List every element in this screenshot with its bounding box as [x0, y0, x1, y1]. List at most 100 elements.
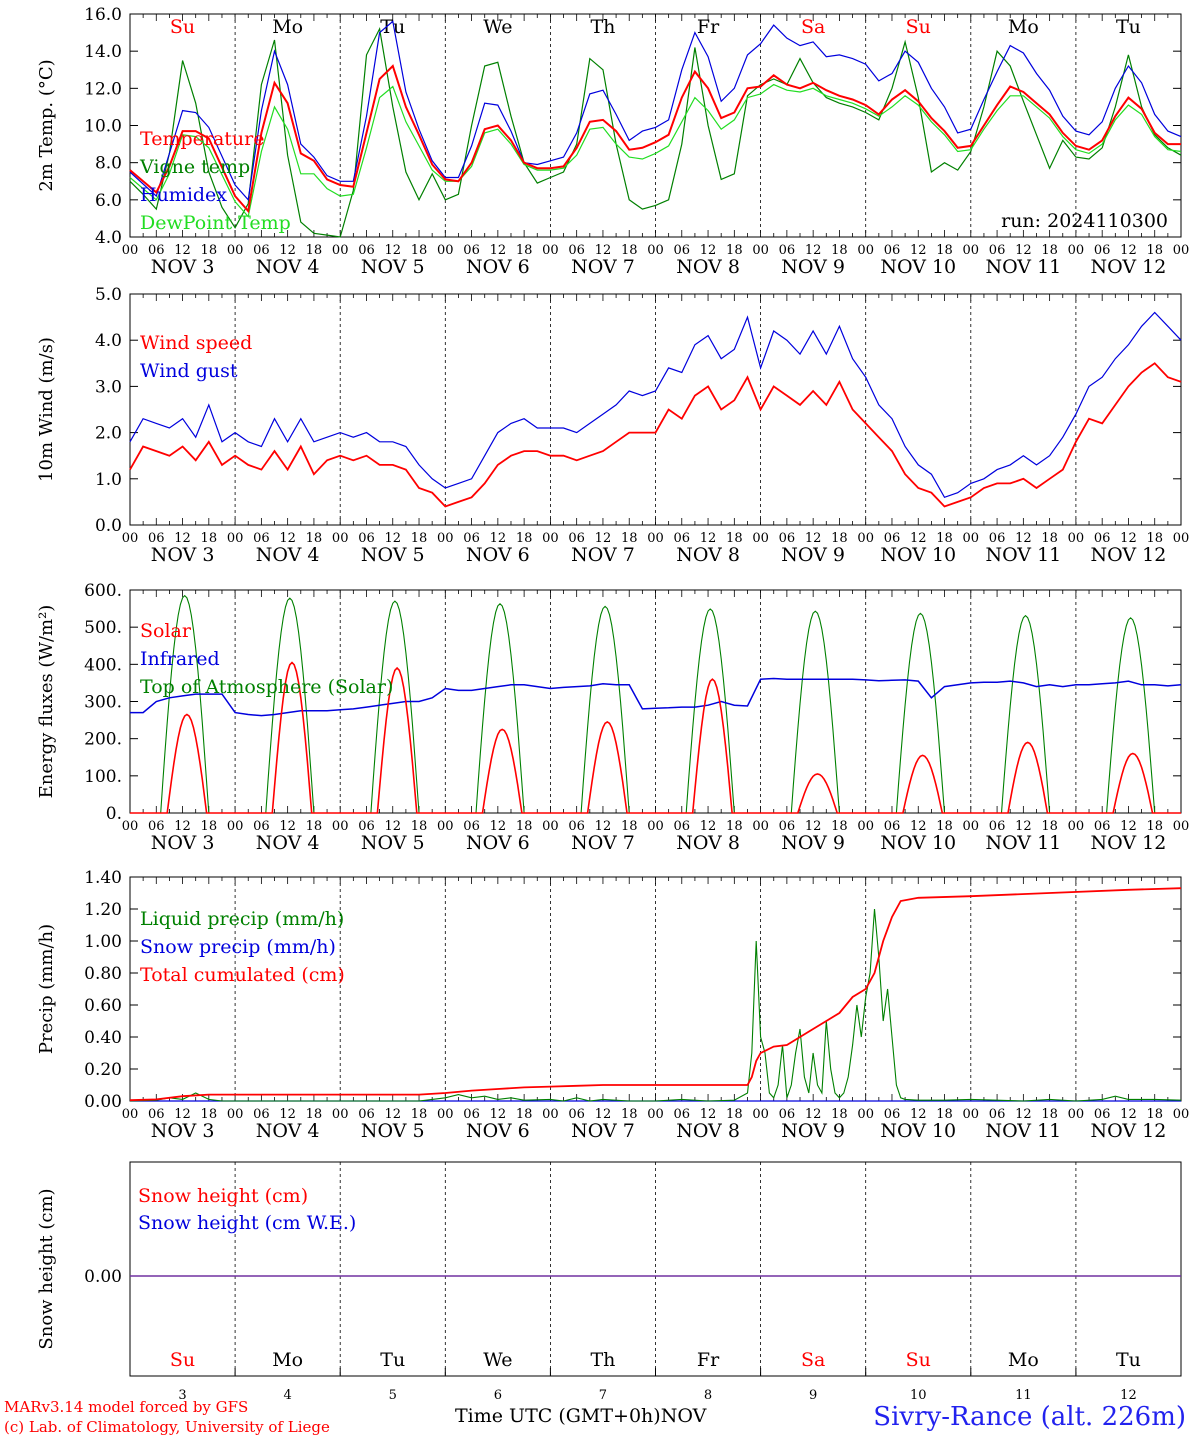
series-wind-speed	[129, 362, 1182, 508]
x-hour-label: 00	[227, 531, 244, 546]
x-hour-label: 18	[411, 243, 428, 258]
x-hour-label: 00	[437, 531, 454, 546]
legend-entry: Wind speed	[140, 332, 252, 354]
x-hour-label: 18	[516, 819, 533, 834]
y-axis-label: Precip (mm/h)	[36, 924, 57, 1054]
x-hour-label: 12	[174, 243, 191, 258]
y-axis-label: Energy fluxes (W/m²)	[36, 605, 57, 799]
x-hour-label: 12	[279, 1107, 296, 1122]
x-hour-label: 18	[1146, 531, 1163, 546]
x-date-label: NOV 7	[571, 256, 635, 278]
x-hour-label: 00	[857, 1107, 874, 1122]
weekday-label: Tu	[380, 1349, 405, 1371]
x-date-label: NOV 3	[151, 256, 215, 278]
x-hour-label: 18	[831, 819, 848, 834]
x-hour-label: 12	[805, 531, 822, 546]
x-hour-label: 18	[621, 531, 638, 546]
series-temperature	[129, 64, 1181, 214]
x-hour-label: 18	[516, 531, 533, 546]
weekday-label: Fr	[697, 16, 720, 38]
y-tick-label: 1.00	[84, 932, 122, 952]
x-hour-label: 06	[253, 531, 270, 546]
y-tick-label: 4.0	[95, 228, 122, 248]
x-hour-label: 18	[621, 1107, 638, 1122]
x-hour-label: 06	[463, 819, 480, 834]
legend-entry: DewPoint Temp	[140, 212, 291, 234]
weekday-label: Mo	[272, 1349, 303, 1371]
x-hour-label: 18	[306, 531, 323, 546]
x-date-label: NOV 12	[1091, 256, 1167, 278]
x-hour-label: 00	[332, 243, 349, 258]
x-hour-label: 18	[201, 819, 218, 834]
legend-entry: Temperature	[140, 128, 264, 150]
series-solar	[130, 661, 1181, 814]
x-hour-label: 12	[595, 1107, 612, 1122]
x-hour-label: 12	[1120, 819, 1137, 834]
x-date-label: NOV 5	[361, 256, 425, 278]
x-hour-label: 00	[752, 1107, 769, 1122]
day-number-label: 5	[389, 1388, 397, 1403]
y-tick-label: 1.0	[95, 470, 122, 490]
x-hour-label: 00	[1173, 819, 1190, 834]
weekday-label: Mo	[1008, 1349, 1039, 1371]
x-hour-label: 06	[358, 1107, 375, 1122]
y-tick-label: 0.00	[84, 1267, 122, 1287]
x-hour-label: 00	[332, 1107, 349, 1122]
x-hour-label: 12	[384, 243, 401, 258]
y-tick-label: 500.	[84, 618, 122, 638]
x-hour-label: 06	[148, 531, 165, 546]
y-tick-label: 8.0	[95, 154, 122, 174]
x-hour-label: 12	[279, 531, 296, 546]
x-hour-label: 00	[963, 1107, 980, 1122]
x-hour-label: 06	[779, 819, 796, 834]
x-hour-label: 00	[963, 243, 980, 258]
series-total-cumulated	[129, 887, 1182, 1102]
x-hour-label: 18	[1146, 243, 1163, 258]
x-date-label: NOV 9	[781, 256, 845, 278]
x-hour-label: 12	[1015, 1107, 1032, 1122]
x-hour-label: 00	[963, 819, 980, 834]
series-wind-gust	[129, 311, 1182, 499]
x-date-label: NOV 4	[256, 1120, 320, 1142]
x-hour-label: 18	[936, 531, 953, 546]
x-date-label: NOV 7	[571, 832, 635, 854]
x-hour-label: 18	[936, 819, 953, 834]
x-date-label: NOV 8	[676, 256, 740, 278]
x-hour-label: 00	[752, 819, 769, 834]
x-hour-label: 06	[463, 531, 480, 546]
x-hour-label: 18	[936, 243, 953, 258]
y-tick-label: 12.0	[84, 79, 122, 99]
x-hour-label: 18	[936, 1107, 953, 1122]
x-hour-label: 00	[122, 819, 139, 834]
x-hour-label: 00	[647, 531, 664, 546]
x-hour-label: 18	[831, 1107, 848, 1122]
legend-entry: Solar	[140, 620, 192, 642]
x-hour-label: 00	[437, 1107, 454, 1122]
x-date-label: NOV 6	[466, 1120, 530, 1142]
x-hour-label: 18	[306, 1107, 323, 1122]
x-hour-label: 00	[332, 819, 349, 834]
day-number-label: 4	[284, 1388, 292, 1403]
x-hour-label: 12	[1015, 243, 1032, 258]
x-hour-label: 06	[1094, 243, 1111, 258]
x-date-label: NOV 9	[781, 832, 845, 854]
y-tick-label: 6.0	[95, 191, 122, 211]
weekday-label: Mo	[272, 16, 303, 38]
x-hour-label: 18	[621, 819, 638, 834]
x-hour-label: 06	[148, 819, 165, 834]
y-axis-label: Snow height (cm)	[36, 1188, 57, 1349]
y-tick-label: 600.	[84, 581, 122, 601]
x-hour-label: 00	[122, 1107, 139, 1122]
y-tick-label: 100.	[84, 767, 122, 787]
x-hour-label: 00	[1068, 1107, 1085, 1122]
x-hour-label: 18	[1146, 1107, 1163, 1122]
y-tick-label: 0.60	[84, 996, 122, 1016]
day-number-label: 12	[1120, 1388, 1137, 1403]
x-date-label: NOV 4	[256, 544, 320, 566]
x-date-label: NOV 4	[256, 832, 320, 854]
x-hour-label: 06	[884, 243, 901, 258]
panel-frame-2	[129, 589, 1182, 814]
x-hour-label: 06	[463, 1107, 480, 1122]
x-hour-label: 12	[805, 1107, 822, 1122]
x-hour-label: 06	[884, 1107, 901, 1122]
